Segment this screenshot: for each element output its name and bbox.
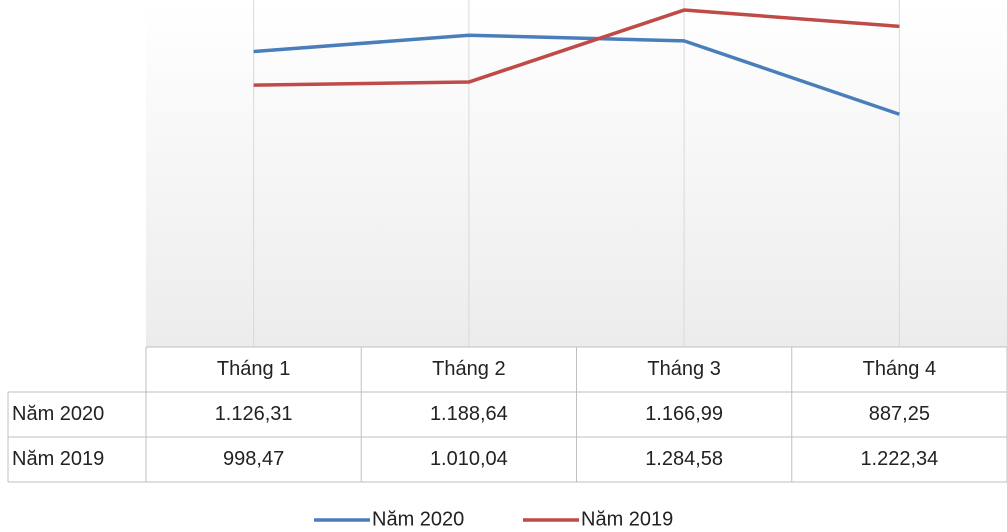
table-value: 998,47 — [223, 448, 284, 470]
table-value: 1.284,58 — [645, 448, 723, 470]
table-value: 1.188,64 — [430, 403, 508, 425]
table-value: 1.166,99 — [645, 403, 723, 425]
x-tick-label: Tháng 4 — [863, 358, 936, 380]
table-value: 1.010,04 — [430, 448, 508, 470]
table-value: 1.222,34 — [860, 448, 938, 470]
x-tick-label: Tháng 1 — [217, 358, 290, 380]
x-tick-label: Tháng 2 — [432, 358, 505, 380]
row-header: Năm 2019 — [12, 448, 104, 470]
table-value: 1.126,31 — [215, 403, 293, 425]
table-value: 887,25 — [869, 403, 930, 425]
legend-label: Năm 2020 — [372, 508, 464, 530]
plot-area — [146, 0, 1007, 347]
x-tick-label: Tháng 3 — [647, 358, 720, 380]
line-series — [253, 33, 900, 116]
legend-label: Năm 2019 — [581, 508, 673, 530]
row-header: Năm 2020 — [12, 403, 104, 425]
line-series — [253, 8, 900, 87]
